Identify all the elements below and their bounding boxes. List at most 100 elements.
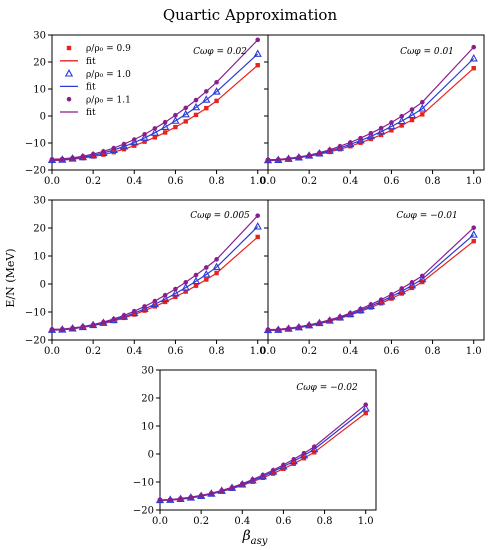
fit-line [51, 236, 259, 331]
data-point [327, 147, 333, 153]
data-point [260, 475, 266, 480]
legend-marker [64, 69, 74, 77]
data-point [291, 457, 297, 462]
data-point [80, 324, 86, 329]
x-tick-label: 0.0 [44, 176, 60, 187]
data-point [209, 490, 214, 496]
data-point [204, 277, 209, 282]
plot-frame [267, 199, 485, 341]
data-point [193, 112, 199, 118]
data-point [142, 308, 147, 313]
data-point [214, 79, 219, 85]
data-point [183, 280, 189, 285]
data-point [363, 402, 369, 408]
panel-annotation: Cωφ = 0.02 [193, 47, 247, 57]
data-point [306, 322, 312, 328]
x-tick-label: 0.0 [260, 176, 276, 187]
legend-label: ρ/ρ₀ = 1.0 [86, 70, 131, 80]
data-point [49, 156, 55, 162]
x-tick-label: 0.2 [301, 346, 317, 357]
data-point [255, 37, 261, 43]
data-point [193, 283, 199, 288]
x-tick-label: 0.4 [342, 346, 358, 357]
data-point [399, 286, 405, 291]
data-point [90, 154, 96, 159]
data-point [419, 273, 425, 279]
data-point [181, 283, 190, 291]
data-point [471, 225, 477, 231]
data-point [152, 135, 158, 140]
y-tick-label: −20 [25, 336, 46, 347]
data-point [203, 89, 209, 94]
data-point [469, 230, 478, 238]
fit-line [267, 240, 475, 332]
data-point [407, 280, 417, 289]
y-tick-label: 0 [148, 450, 154, 461]
data-point [356, 136, 365, 144]
y-tick-label: 10 [33, 252, 46, 263]
data-point [296, 154, 302, 160]
data-point [409, 280, 415, 285]
data-point [407, 110, 417, 119]
x-tick-label: 0.8 [425, 176, 441, 187]
data-point [191, 102, 201, 111]
legend-label: fit [86, 83, 96, 93]
y-tick-label: 20 [33, 224, 46, 235]
x-tick-label: 0.0 [44, 346, 60, 357]
data-point [162, 130, 168, 135]
data-point [253, 49, 262, 57]
x-tick-label: 0.6 [275, 516, 291, 527]
data-point [183, 105, 189, 111]
data-point [131, 137, 137, 142]
data-point [173, 294, 178, 300]
data-point [306, 152, 312, 158]
legend-marker [66, 45, 72, 51]
data-point [418, 274, 427, 283]
data-point [219, 488, 225, 493]
data-point [183, 119, 188, 124]
data-point [70, 325, 75, 331]
data-point [347, 310, 353, 316]
data-point [301, 450, 307, 456]
data-point [162, 292, 168, 298]
data-point [378, 132, 384, 138]
data-point [193, 97, 199, 103]
data-point [409, 107, 415, 112]
data-point [389, 128, 394, 133]
fit-line [267, 46, 475, 161]
data-point [167, 497, 173, 502]
data-point [471, 44, 477, 50]
x-tick-label: 0.6 [383, 346, 399, 357]
fit-line [159, 412, 367, 502]
data-point [399, 113, 405, 119]
panel-1: 0.0 0.2 0.4 0.6 0.8 1.0 −20 −10 0 10 20 30 Cωφ = 0.0… [25, 31, 269, 187]
data-point [161, 294, 170, 303]
x-tick-label: 1.0 [466, 176, 482, 187]
x-tick-label: 1.0 [250, 176, 266, 187]
data-point [296, 324, 302, 330]
x-tick-label: 0.4 [342, 176, 358, 187]
data-point [418, 104, 427, 112]
data-point [397, 286, 406, 295]
data-point [337, 147, 343, 152]
data-point [150, 299, 159, 308]
data-point [142, 304, 147, 309]
data-point [101, 149, 106, 154]
legend-label: fit [86, 57, 96, 67]
data-point [212, 87, 221, 95]
fit-line [51, 39, 259, 160]
x-tick-label: 0.2 [85, 176, 101, 187]
legend-label: ρ/ρ₀ = 0.9 [86, 44, 131, 54]
x-tick-label: 0.4 [126, 176, 142, 187]
x-tick-label: 0.4 [126, 346, 142, 357]
data-point [253, 222, 262, 230]
data-point [239, 481, 245, 486]
fit-line [51, 64, 259, 162]
data-point [265, 327, 271, 332]
panel-4: 0.0 0.2 0.4 0.6 0.8 1.0 Cωφ = −0.01 [260, 199, 485, 357]
data-point [299, 450, 309, 459]
panel-annotation: Cωφ = 0.01 [400, 47, 454, 57]
data-point [121, 315, 127, 321]
y-tick-label: 0 [40, 280, 46, 291]
data-point [140, 133, 149, 141]
